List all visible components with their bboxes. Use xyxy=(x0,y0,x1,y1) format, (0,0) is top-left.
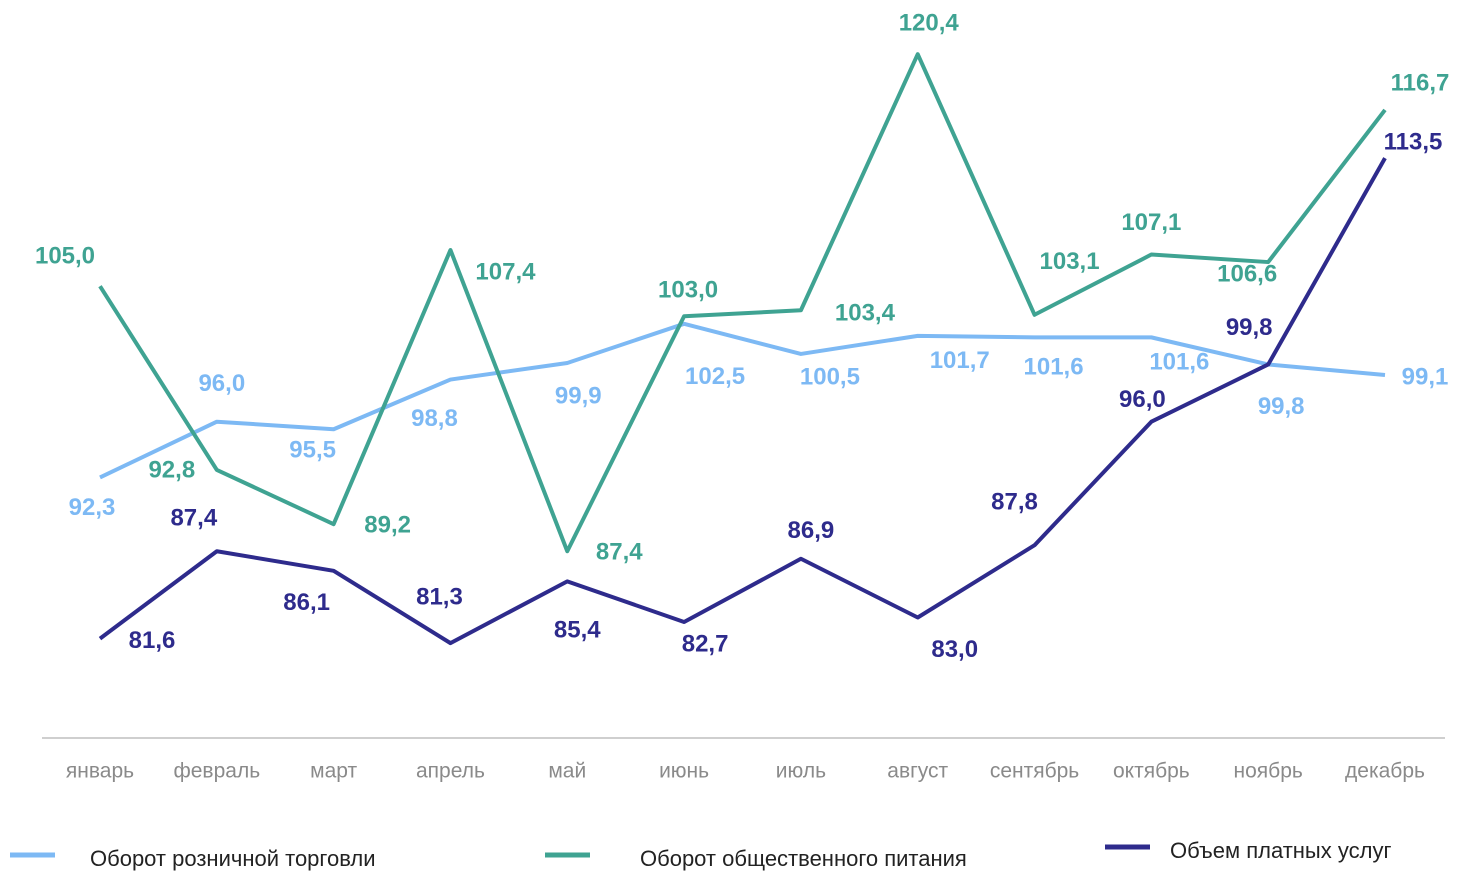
data-label: 87,8 xyxy=(991,489,1038,516)
data-label: 86,1 xyxy=(283,589,330,616)
x-tick-label: июль xyxy=(776,760,826,783)
x-tick-label: январь xyxy=(66,760,134,783)
x-tick-label: сентябрь xyxy=(990,760,1079,783)
data-label: 82,7 xyxy=(682,630,729,657)
data-label: 99,9 xyxy=(555,382,602,409)
data-label: 99,8 xyxy=(1258,393,1305,420)
data-label: 96,0 xyxy=(198,370,245,397)
data-label: 96,0 xyxy=(1119,386,1166,413)
data-label: 92,3 xyxy=(69,494,116,521)
data-label: 103,0 xyxy=(658,277,718,304)
x-tick-label: декабрь xyxy=(1345,760,1425,783)
series-line xyxy=(98,157,1387,646)
data-label: 103,1 xyxy=(1040,248,1100,275)
data-label: 103,4 xyxy=(835,300,896,327)
data-label: 107,4 xyxy=(475,258,536,285)
data-label: 98,8 xyxy=(411,405,458,432)
data-label: 87,4 xyxy=(596,539,643,566)
data-label: 101,7 xyxy=(930,347,990,374)
data-label: 89,2 xyxy=(364,511,411,538)
x-tick-label: февраль xyxy=(173,760,260,783)
data-label: 105,0 xyxy=(35,243,95,270)
data-label: 120,4 xyxy=(899,10,960,37)
x-tick-label: ноябрь xyxy=(1234,760,1303,783)
data-label: 100,5 xyxy=(800,363,860,390)
data-label: 81,6 xyxy=(129,627,176,654)
data-label: 85,4 xyxy=(554,617,601,644)
x-tick-label: апрель xyxy=(416,760,485,783)
x-tick-label: октябрь xyxy=(1113,760,1190,783)
data-label: 86,9 xyxy=(788,517,835,544)
data-label: 92,8 xyxy=(148,456,195,483)
data-label: 99,8 xyxy=(1226,314,1273,341)
data-label: 101,6 xyxy=(1024,354,1084,381)
data-label: 99,1 xyxy=(1402,363,1449,390)
x-tick-label: май xyxy=(548,760,586,783)
x-tick-label: июнь xyxy=(659,760,709,783)
series-line xyxy=(99,321,1386,480)
legend-label: Оборот розничной торговли xyxy=(90,846,376,871)
data-label: 102,5 xyxy=(685,363,745,390)
data-label: 95,5 xyxy=(289,437,336,464)
data-label: 116,7 xyxy=(1391,69,1450,96)
legend-label: Объем платных услуг xyxy=(1170,838,1391,863)
data-label: 106,6 xyxy=(1217,260,1277,287)
data-label: 83,0 xyxy=(931,636,978,663)
data-label: 101,6 xyxy=(1149,349,1209,376)
data-label: 113,5 xyxy=(1384,128,1443,155)
data-label: 81,3 xyxy=(416,583,463,610)
x-tick-label: август xyxy=(887,760,948,783)
data-label: 107,1 xyxy=(1121,209,1181,236)
legend-label: Оборот общественного питания xyxy=(640,846,967,871)
series-line xyxy=(98,52,1387,554)
data-label: 87,4 xyxy=(170,505,217,532)
x-tick-label: март xyxy=(310,760,357,783)
